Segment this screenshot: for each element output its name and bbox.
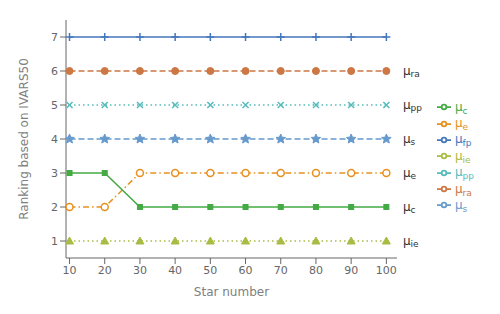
svg-text:Star number: Star number xyxy=(194,285,269,299)
svg-text:Ranking based on IVARS50: Ranking based on IVARS50 xyxy=(17,58,31,220)
html-text:μpp: μpp xyxy=(454,165,474,182)
svg-text:1: 1 xyxy=(51,235,58,248)
html-text:μra: μra xyxy=(454,181,472,198)
svg-text:30: 30 xyxy=(133,264,147,277)
svg-text:3: 3 xyxy=(51,167,58,180)
svg-text:μpp: μpp xyxy=(403,98,422,113)
svg-text:μie: μie xyxy=(403,234,419,249)
svg-text:2: 2 xyxy=(51,201,58,214)
svg-text:7: 7 xyxy=(51,31,58,44)
svg-text:20: 20 xyxy=(98,264,112,277)
svg-text:5: 5 xyxy=(51,99,58,112)
svg-text:70: 70 xyxy=(274,264,288,277)
svg-text:10: 10 xyxy=(63,264,77,277)
svg-text:μe: μe xyxy=(403,166,417,181)
svg-text:60: 60 xyxy=(239,264,253,277)
svg-text:μra: μra xyxy=(403,64,420,79)
svg-text:μc: μc xyxy=(403,200,416,215)
svg-text:50: 50 xyxy=(203,264,217,277)
html-text:μe: μe xyxy=(454,116,469,133)
svg-text:μs: μs xyxy=(403,132,416,147)
html-text:μc: μc xyxy=(454,99,468,116)
html-text:μfp: μfp xyxy=(454,132,472,149)
svg-text:40: 40 xyxy=(168,264,182,277)
html-text:μie: μie xyxy=(454,148,471,166)
svg-text:6: 6 xyxy=(51,65,58,78)
svg-text:4: 4 xyxy=(51,133,58,146)
svg-text:80: 80 xyxy=(309,264,323,277)
html-text:μs: μs xyxy=(454,198,468,215)
svg-text:100: 100 xyxy=(376,264,397,277)
svg-text:90: 90 xyxy=(344,264,358,277)
